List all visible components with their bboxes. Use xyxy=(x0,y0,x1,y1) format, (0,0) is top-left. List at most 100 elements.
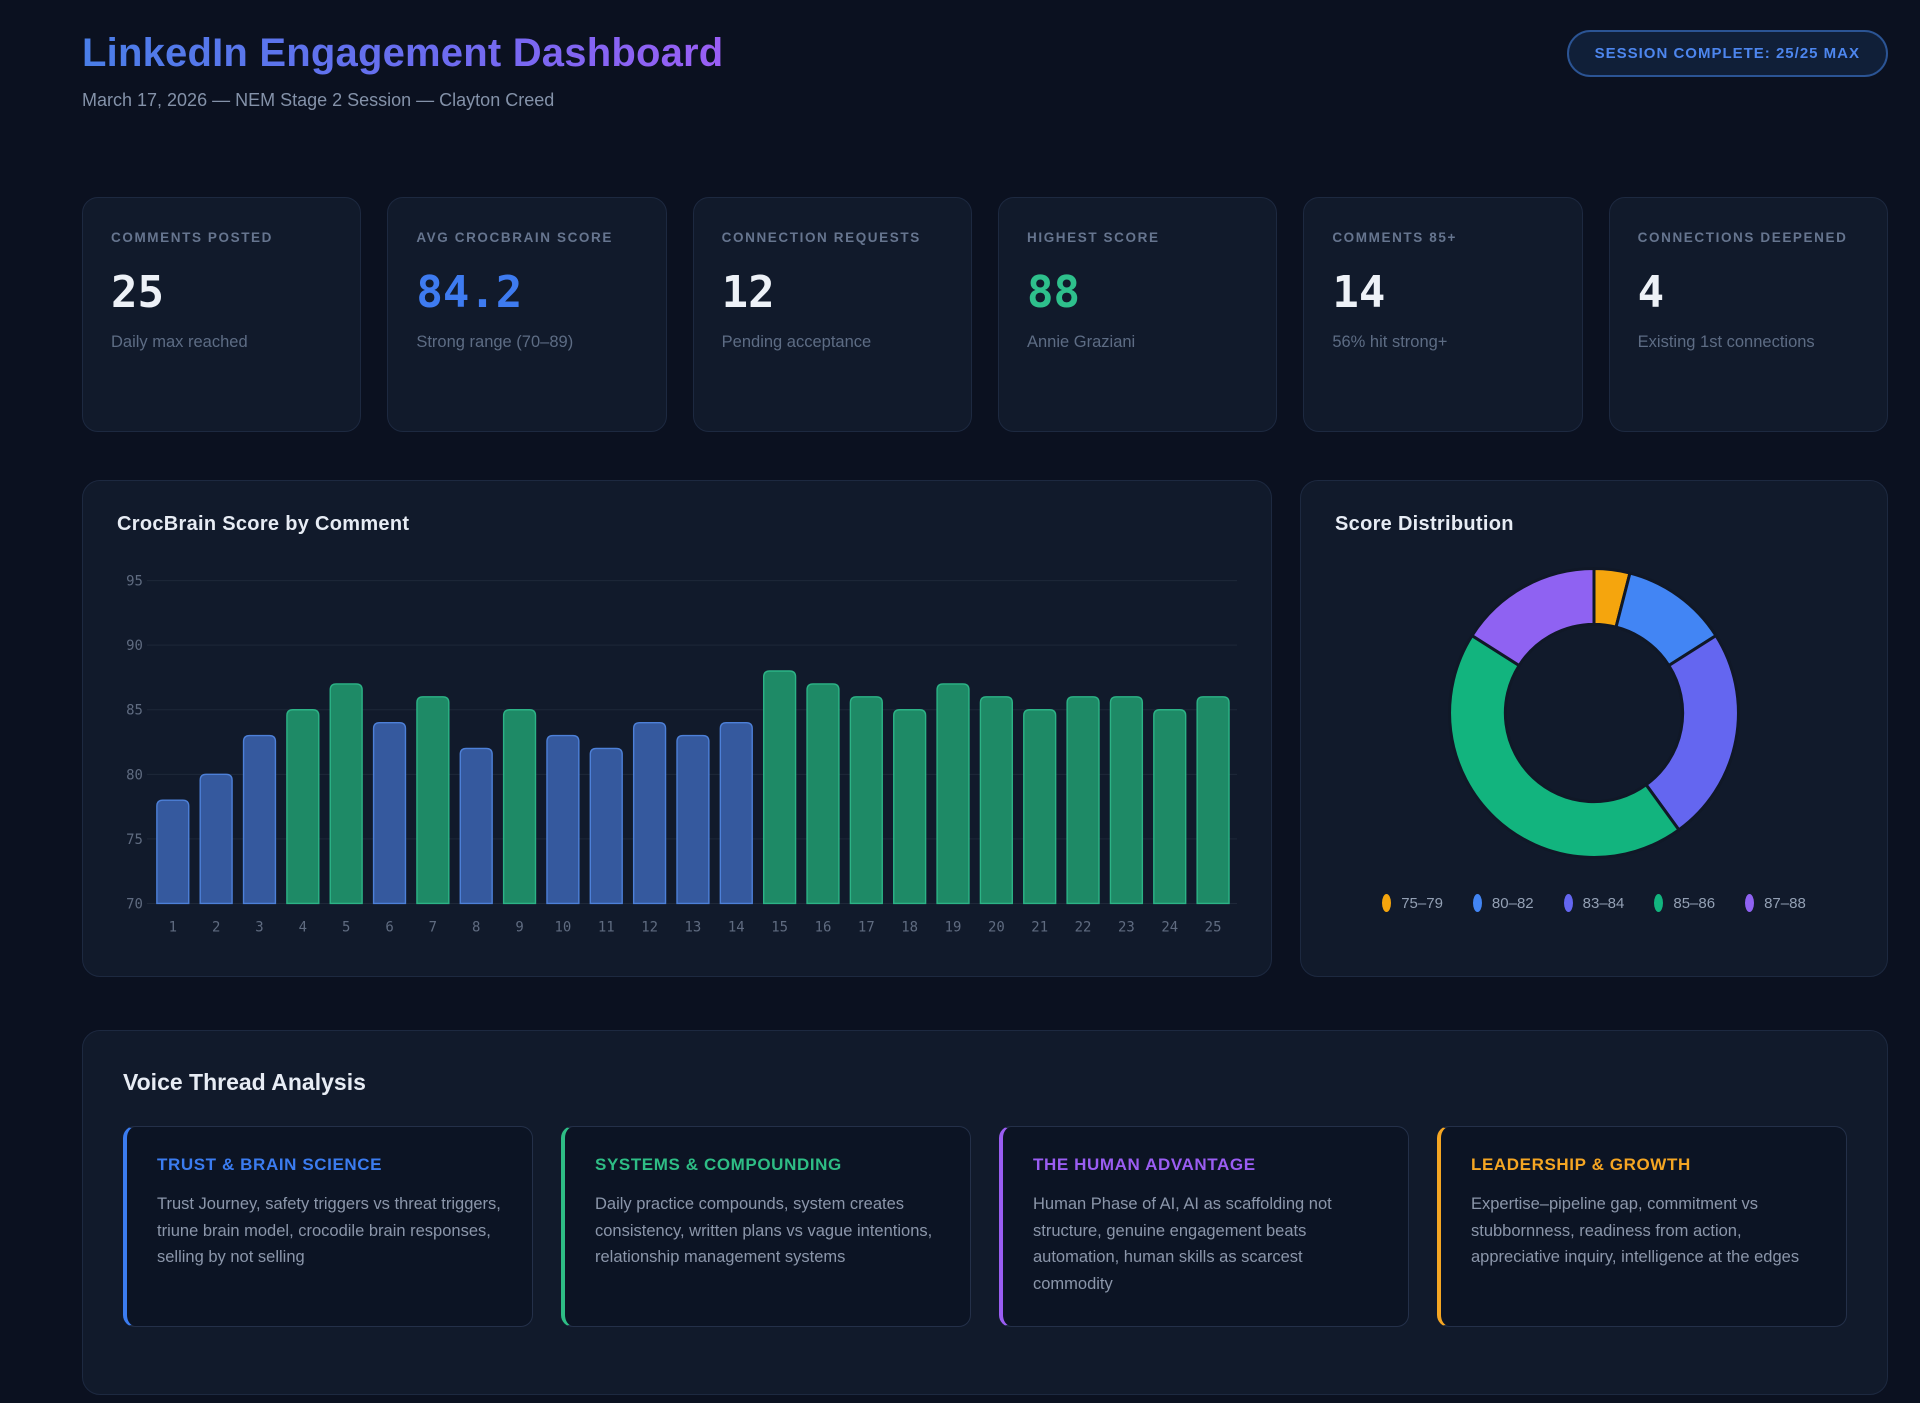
voice-card-title: SYSTEMS & COMPOUNDING xyxy=(595,1155,842,1174)
donut-chart[interactable] xyxy=(1335,548,1853,878)
stat-subtext: Strong range (70–89) xyxy=(416,333,574,352)
stat-subtext: Annie Graziani xyxy=(1027,333,1136,352)
donut-chart-card: Score Distribution 75–79 80–82 83–84 85–86 8… xyxy=(1300,480,1888,977)
legend-dot-icon xyxy=(1563,894,1573,912)
stat-subtext: Daily max reached xyxy=(111,333,248,352)
voice-card-2: SYSTEMS & COMPOUNDING Daily practice comp… xyxy=(561,1126,971,1327)
session-badge: SESSION COMPLETE: 25/25 MAX xyxy=(1566,30,1888,77)
voice-card-body: Daily practice compounds, system creates… xyxy=(595,1195,933,1267)
bar-comment-2[interactable] xyxy=(199,773,233,905)
legend-dot-icon xyxy=(1654,894,1664,912)
donut-legend: 75–79 80–82 83–84 85–86 87–88 xyxy=(1335,894,1853,912)
stat-value: 84.2 xyxy=(416,266,523,318)
x-axis-tick: 18 xyxy=(901,919,918,935)
donut-slice-83–84[interactable] xyxy=(1644,634,1740,832)
stat-label: AVG CROCBRAIN SCORE xyxy=(416,230,613,245)
bar-comment-6[interactable] xyxy=(372,721,407,905)
bar-comment-20[interactable] xyxy=(979,696,1013,905)
stat-card-3: CONNECTION REQUESTS 12 Pending acceptance xyxy=(692,197,972,432)
voice-card-body: Expertise–pipeline gap, commitment vs st… xyxy=(1471,1195,1800,1267)
stat-value: 88 xyxy=(1027,266,1080,318)
stat-card-6: CONNECTIONS DEEPENED 4 Existing 1st connec… xyxy=(1608,197,1888,432)
x-axis-tick: 5 xyxy=(342,919,350,935)
voice-card-body: Human Phase of AI, AI as scaffolding not… xyxy=(1033,1195,1332,1294)
x-axis-tick: 25 xyxy=(1205,919,1222,935)
bar-comment-5[interactable] xyxy=(329,683,363,905)
voice-card-title: LEADERSHIP & GROWTH xyxy=(1471,1155,1691,1174)
legend-item-87–88[interactable]: 87–88 xyxy=(1745,894,1806,912)
header: LinkedIn Engagement Dashboard March 17, … xyxy=(82,30,1888,111)
x-axis-tick: 17 xyxy=(858,919,875,935)
stat-label: HIGHEST SCORE xyxy=(1027,230,1160,245)
bar-comment-7[interactable] xyxy=(416,696,450,905)
stat-label: COMMENTS POSTED xyxy=(111,230,274,245)
stat-value: 12 xyxy=(721,266,775,318)
bar-comment-21[interactable] xyxy=(1023,709,1057,905)
legend-item-80–82[interactable]: 80–82 xyxy=(1472,894,1534,912)
bar-comment-14[interactable] xyxy=(719,721,753,905)
stat-subtext: 56% hit strong+ xyxy=(1332,333,1448,352)
bar-comment-16[interactable] xyxy=(806,683,840,905)
bar-comment-11[interactable] xyxy=(589,747,623,905)
x-axis-tick: 4 xyxy=(299,919,307,935)
stat-value: 4 xyxy=(1637,266,1665,318)
bar-comment-15[interactable] xyxy=(762,670,797,905)
bar-comment-13[interactable] xyxy=(676,734,710,905)
donut-slice-85–86[interactable] xyxy=(1448,634,1681,859)
voice-card-1: TRUST & BRAIN SCIENCE Trust Journey, safe… xyxy=(123,1126,533,1327)
bar-comment-9[interactable] xyxy=(502,709,537,905)
bar-comment-10[interactable] xyxy=(546,734,580,905)
bar-comment-8[interactable] xyxy=(459,747,493,905)
x-axis-tick: 14 xyxy=(728,919,745,935)
bar-comment-23[interactable] xyxy=(1109,696,1144,905)
stat-card-1: COMMENTS POSTED 25 Daily max reached xyxy=(82,197,362,432)
bar-chart-card: CrocBrain Score by Comment 70 75 80 85 90 95 1… xyxy=(82,480,1272,977)
stats-row: COMMENTS POSTED 25 Daily max reached AVG CR… xyxy=(82,197,1888,432)
x-axis-tick: 20 xyxy=(988,919,1005,935)
legend-dot-icon xyxy=(1382,894,1392,912)
voice-grid: TRUST & BRAIN SCIENCE Trust Journey, safe… xyxy=(123,1126,1847,1327)
voice-card-body: Trust Journey, safety triggers vs threat… xyxy=(157,1195,501,1267)
x-axis-tick: 10 xyxy=(555,919,572,935)
bar-comment-18[interactable] xyxy=(893,709,927,905)
legend-label: 83–84 xyxy=(1582,894,1625,912)
bar-comment-17[interactable] xyxy=(849,696,883,905)
stat-subtext: Existing 1st connections xyxy=(1637,333,1815,352)
x-axis-tick: 9 xyxy=(515,919,523,935)
x-axis-tick: 15 xyxy=(771,919,788,935)
x-axis-tick: 7 xyxy=(429,919,437,935)
bar-comment-4[interactable] xyxy=(286,709,320,905)
voice-card-4: LEADERSHIP & GROWTH Expertise–pipeline ga… xyxy=(1437,1126,1847,1327)
legend-item-85–86[interactable]: 85–86 xyxy=(1654,894,1715,912)
donut-slice-87–88[interactable] xyxy=(1470,567,1596,667)
stat-card-4: HIGHEST SCORE 88 Annie Graziani xyxy=(998,197,1278,432)
bar-chart-title: CrocBrain Score by Comment xyxy=(117,513,410,535)
x-axis-tick: 13 xyxy=(685,919,702,935)
y-axis-tick: 80 xyxy=(126,767,143,783)
legend-item-75–79[interactable]: 75–79 xyxy=(1382,894,1443,912)
y-axis-tick: 70 xyxy=(126,896,143,912)
legend-label: 75–79 xyxy=(1401,894,1443,912)
voice-card-title: TRUST & BRAIN SCIENCE xyxy=(157,1155,383,1174)
x-axis-tick: 3 xyxy=(255,919,263,935)
bar-comment-19[interactable] xyxy=(936,683,970,905)
bar-comment-25[interactable] xyxy=(1196,696,1230,905)
bar-comment-1[interactable] xyxy=(156,799,190,905)
legend-item-83–84[interactable]: 83–84 xyxy=(1563,894,1625,912)
x-axis-tick: 11 xyxy=(598,919,615,935)
stat-label: CONNECTION REQUESTS xyxy=(721,230,921,245)
bar-comment-22[interactable] xyxy=(1066,696,1100,905)
bar-comment-3[interactable] xyxy=(242,734,277,905)
x-axis-tick: 22 xyxy=(1075,919,1092,935)
y-axis-tick: 85 xyxy=(126,703,143,719)
bar-comment-12[interactable] xyxy=(632,721,667,905)
voice-section: Voice Thread Analysis TRUST & BRAIN SCIE… xyxy=(82,1030,1888,1395)
header-text-block: LinkedIn Engagement Dashboard March 17, … xyxy=(82,30,723,111)
y-axis-tick: 90 xyxy=(126,638,143,654)
stat-subtext: Pending acceptance xyxy=(721,333,872,352)
bar-comment-24[interactable] xyxy=(1153,709,1187,905)
x-axis-tick: 6 xyxy=(385,919,393,935)
legend-label: 85–86 xyxy=(1673,894,1716,912)
voice-section-title: Voice Thread Analysis xyxy=(123,1069,366,1095)
